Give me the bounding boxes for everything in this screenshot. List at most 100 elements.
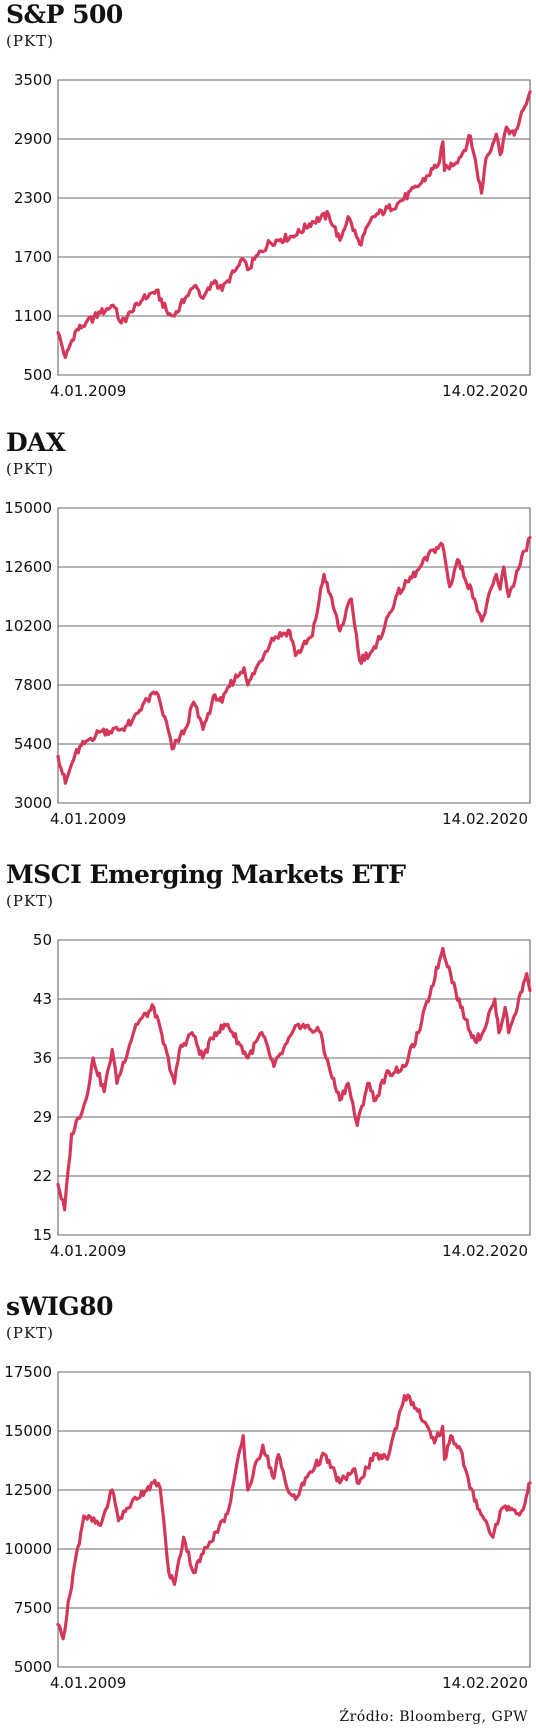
chart-plot: 500 1100 1700 2300 2900 3500 4.01.2009 14.02.20… [14, 71, 532, 400]
data-point [208, 1540, 212, 1544]
data-point [473, 1039, 477, 1043]
data-point [432, 548, 435, 552]
chart-title: DAX [6, 428, 65, 457]
y-tick-label: 7800 [14, 676, 52, 694]
data-point [64, 355, 67, 359]
data-point [528, 989, 532, 992]
y-tick-label: 43 [33, 990, 52, 1008]
data-point [130, 310, 134, 314]
data-point [99, 730, 102, 734]
y-tick-label: 12500 [4, 1481, 52, 1499]
y-tick-label: 2900 [14, 130, 52, 148]
data-point [294, 1498, 297, 1501]
data-point [353, 1467, 357, 1471]
data-point [99, 1524, 102, 1527]
data-point [110, 1488, 114, 1492]
x-start-label: 4.01.2009 [50, 1674, 126, 1692]
data-point [246, 268, 250, 272]
x-end-label: 14.02.2020 [442, 1242, 528, 1260]
x-end-label: 14.02.2020 [442, 382, 528, 400]
data-point [422, 1420, 426, 1423]
data-point [297, 1022, 300, 1026]
data-point [417, 184, 420, 188]
chart-unit: (PKT) [6, 1324, 55, 1342]
data-point [366, 1081, 370, 1085]
data-point [166, 727, 170, 731]
y-tick-label: 3500 [14, 71, 52, 89]
data-point [395, 202, 399, 206]
data-point [484, 157, 488, 161]
data-point [324, 1056, 328, 1060]
data-point [246, 683, 250, 687]
data-point [84, 1098, 88, 1102]
chart-unit: (PKT) [6, 892, 55, 910]
data-point [201, 296, 205, 300]
data-point [512, 1014, 516, 1018]
data-point [152, 1006, 156, 1009]
data-point [505, 125, 508, 129]
data-point [473, 597, 476, 601]
data-point [384, 1073, 388, 1077]
data-point [70, 1132, 73, 1136]
data-point [441, 543, 444, 547]
data-point [84, 740, 88, 743]
data-point [441, 947, 445, 950]
data-point [130, 720, 134, 724]
chart-plot: 15 22 29 36 43 50 4.01.2009 14.02.2020 [33, 931, 532, 1260]
y-tick-label: 29 [33, 1108, 52, 1126]
series-line [56, 90, 532, 359]
data-point [99, 311, 102, 315]
data-point [338, 1481, 342, 1485]
data-point [523, 1502, 527, 1506]
data-point [323, 1453, 326, 1456]
data-point [226, 1512, 229, 1515]
data-point [417, 1031, 420, 1035]
data-point [346, 1081, 350, 1085]
x-start-label: 4.01.2009 [50, 1242, 126, 1260]
y-tick-label: 15 [33, 1226, 52, 1244]
data-point [102, 1090, 106, 1094]
data-point [272, 1476, 276, 1480]
data-point [433, 1441, 436, 1445]
series-line [56, 946, 532, 1212]
data-point [497, 1031, 501, 1035]
data-point [480, 619, 484, 623]
y-tick-label: 1100 [14, 307, 52, 325]
x-end-label: 14.02.2020 [442, 810, 528, 828]
data-point [226, 686, 230, 689]
chart-plot: 5000 7500 10000 12500 15000 17500 4.01.2009 14.… [4, 1363, 532, 1692]
data-point [158, 1486, 162, 1489]
data-point [441, 140, 445, 144]
data-point [261, 1443, 265, 1447]
data-point [443, 169, 446, 172]
data-point [73, 330, 77, 334]
data-point [246, 1488, 250, 1492]
data-point [417, 568, 420, 571]
x-end-label: 14.02.2020 [442, 1674, 528, 1692]
data-point [494, 132, 498, 136]
plot-frame [57, 939, 531, 1236]
data-point [512, 133, 516, 137]
y-tick-label: 7500 [14, 1599, 52, 1617]
data-point [346, 215, 350, 219]
data-point [166, 312, 170, 316]
data-point [403, 1394, 406, 1397]
data-point [119, 727, 123, 731]
data-point [115, 1081, 119, 1085]
data-point [194, 284, 198, 287]
plot-frame [57, 79, 531, 376]
data-point [279, 237, 282, 241]
data-point [481, 1031, 485, 1035]
data-point [56, 754, 60, 758]
chart-unit: (PKT) [6, 32, 55, 50]
data-point [358, 242, 362, 246]
data-point [56, 1183, 60, 1186]
x-start-label: 4.01.2009 [50, 382, 126, 400]
data-point [56, 1623, 60, 1626]
data-point [525, 972, 529, 976]
data-point [260, 1031, 264, 1035]
data-point [173, 1583, 176, 1586]
data-point [213, 1031, 217, 1035]
data-point [411, 1401, 415, 1405]
data-point [438, 160, 441, 164]
